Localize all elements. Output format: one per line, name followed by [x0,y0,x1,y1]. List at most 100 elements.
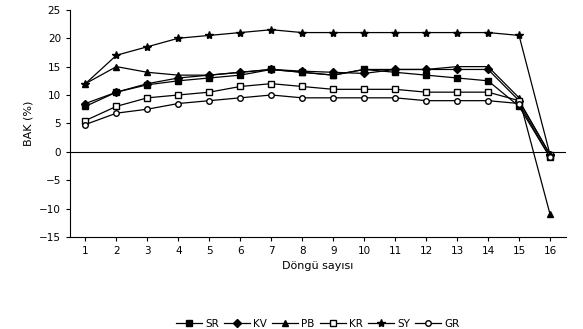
KV [330,70,337,74]
SR [144,83,151,87]
PB [484,64,491,69]
SY [361,31,368,35]
KV [237,70,244,74]
KR [268,82,275,86]
GR [82,122,89,126]
SY [454,31,461,35]
KR [546,153,553,157]
KV [206,73,213,77]
SY [144,45,151,49]
KV [268,67,275,71]
KR [206,90,213,94]
SR [206,76,213,80]
KV [546,153,553,157]
SR [113,90,120,94]
KR [82,118,89,122]
PB [423,67,430,71]
PB [515,96,522,100]
SY [82,82,89,86]
GR [268,93,275,97]
KV [515,99,522,103]
SR [454,76,461,80]
SY [175,36,182,40]
SR [175,79,182,83]
PB [82,82,89,86]
KR [175,93,182,97]
SY [330,31,337,35]
PB [361,67,368,71]
PB [144,70,151,74]
PB [454,64,461,69]
SR [82,104,89,108]
GR [206,99,213,103]
SY [298,31,305,35]
PB [206,73,213,77]
GR [423,99,430,103]
SY [484,31,491,35]
SR [268,67,275,71]
GR [175,102,182,106]
Line: PB: PB [82,63,553,218]
GR [330,96,337,100]
PB [330,73,337,77]
KR [237,85,244,89]
GR [392,96,399,100]
SY [392,31,399,35]
KV [361,71,368,75]
KR [392,87,399,91]
PB [175,73,182,77]
SR [484,79,491,83]
Legend: SR, KV, PB, KR, SY, GR: SR, KV, PB, KR, SY, GR [171,315,464,329]
KV [454,67,461,71]
SR [298,70,305,74]
KR [484,90,491,94]
SR [361,67,368,71]
KR [298,85,305,89]
KV [82,102,89,106]
SY [268,28,275,32]
PB [113,64,120,69]
X-axis label: Döngü sayısı: Döngü sayısı [282,262,353,271]
KR [330,87,337,91]
GR [484,99,491,103]
GR [144,107,151,111]
GR [515,102,522,106]
KV [484,67,491,71]
GR [237,96,244,100]
Line: SY: SY [81,26,554,159]
PB [268,67,275,71]
KR [144,96,151,100]
SR [330,73,337,77]
KR [515,99,522,103]
PB [237,70,244,74]
SY [113,53,120,57]
GR [546,156,553,160]
KV [392,67,399,71]
Line: GR: GR [83,92,553,160]
GR [454,99,461,103]
KV [113,90,120,94]
SR [515,104,522,108]
KR [113,104,120,108]
KV [144,82,151,86]
PB [546,212,553,216]
Line: KV: KV [83,67,553,157]
GR [113,111,120,115]
SY [423,31,430,35]
KV [175,76,182,80]
PB [298,70,305,74]
SR [546,156,553,160]
SY [237,31,244,35]
GR [298,96,305,100]
SY [515,34,522,38]
SR [237,73,244,77]
SY [206,34,213,38]
SR [423,73,430,77]
SR [392,70,399,74]
PB [392,67,399,71]
GR [361,96,368,100]
SY [546,153,553,157]
KV [298,69,305,73]
KR [423,90,430,94]
Y-axis label: BAK (%): BAK (%) [23,101,33,146]
